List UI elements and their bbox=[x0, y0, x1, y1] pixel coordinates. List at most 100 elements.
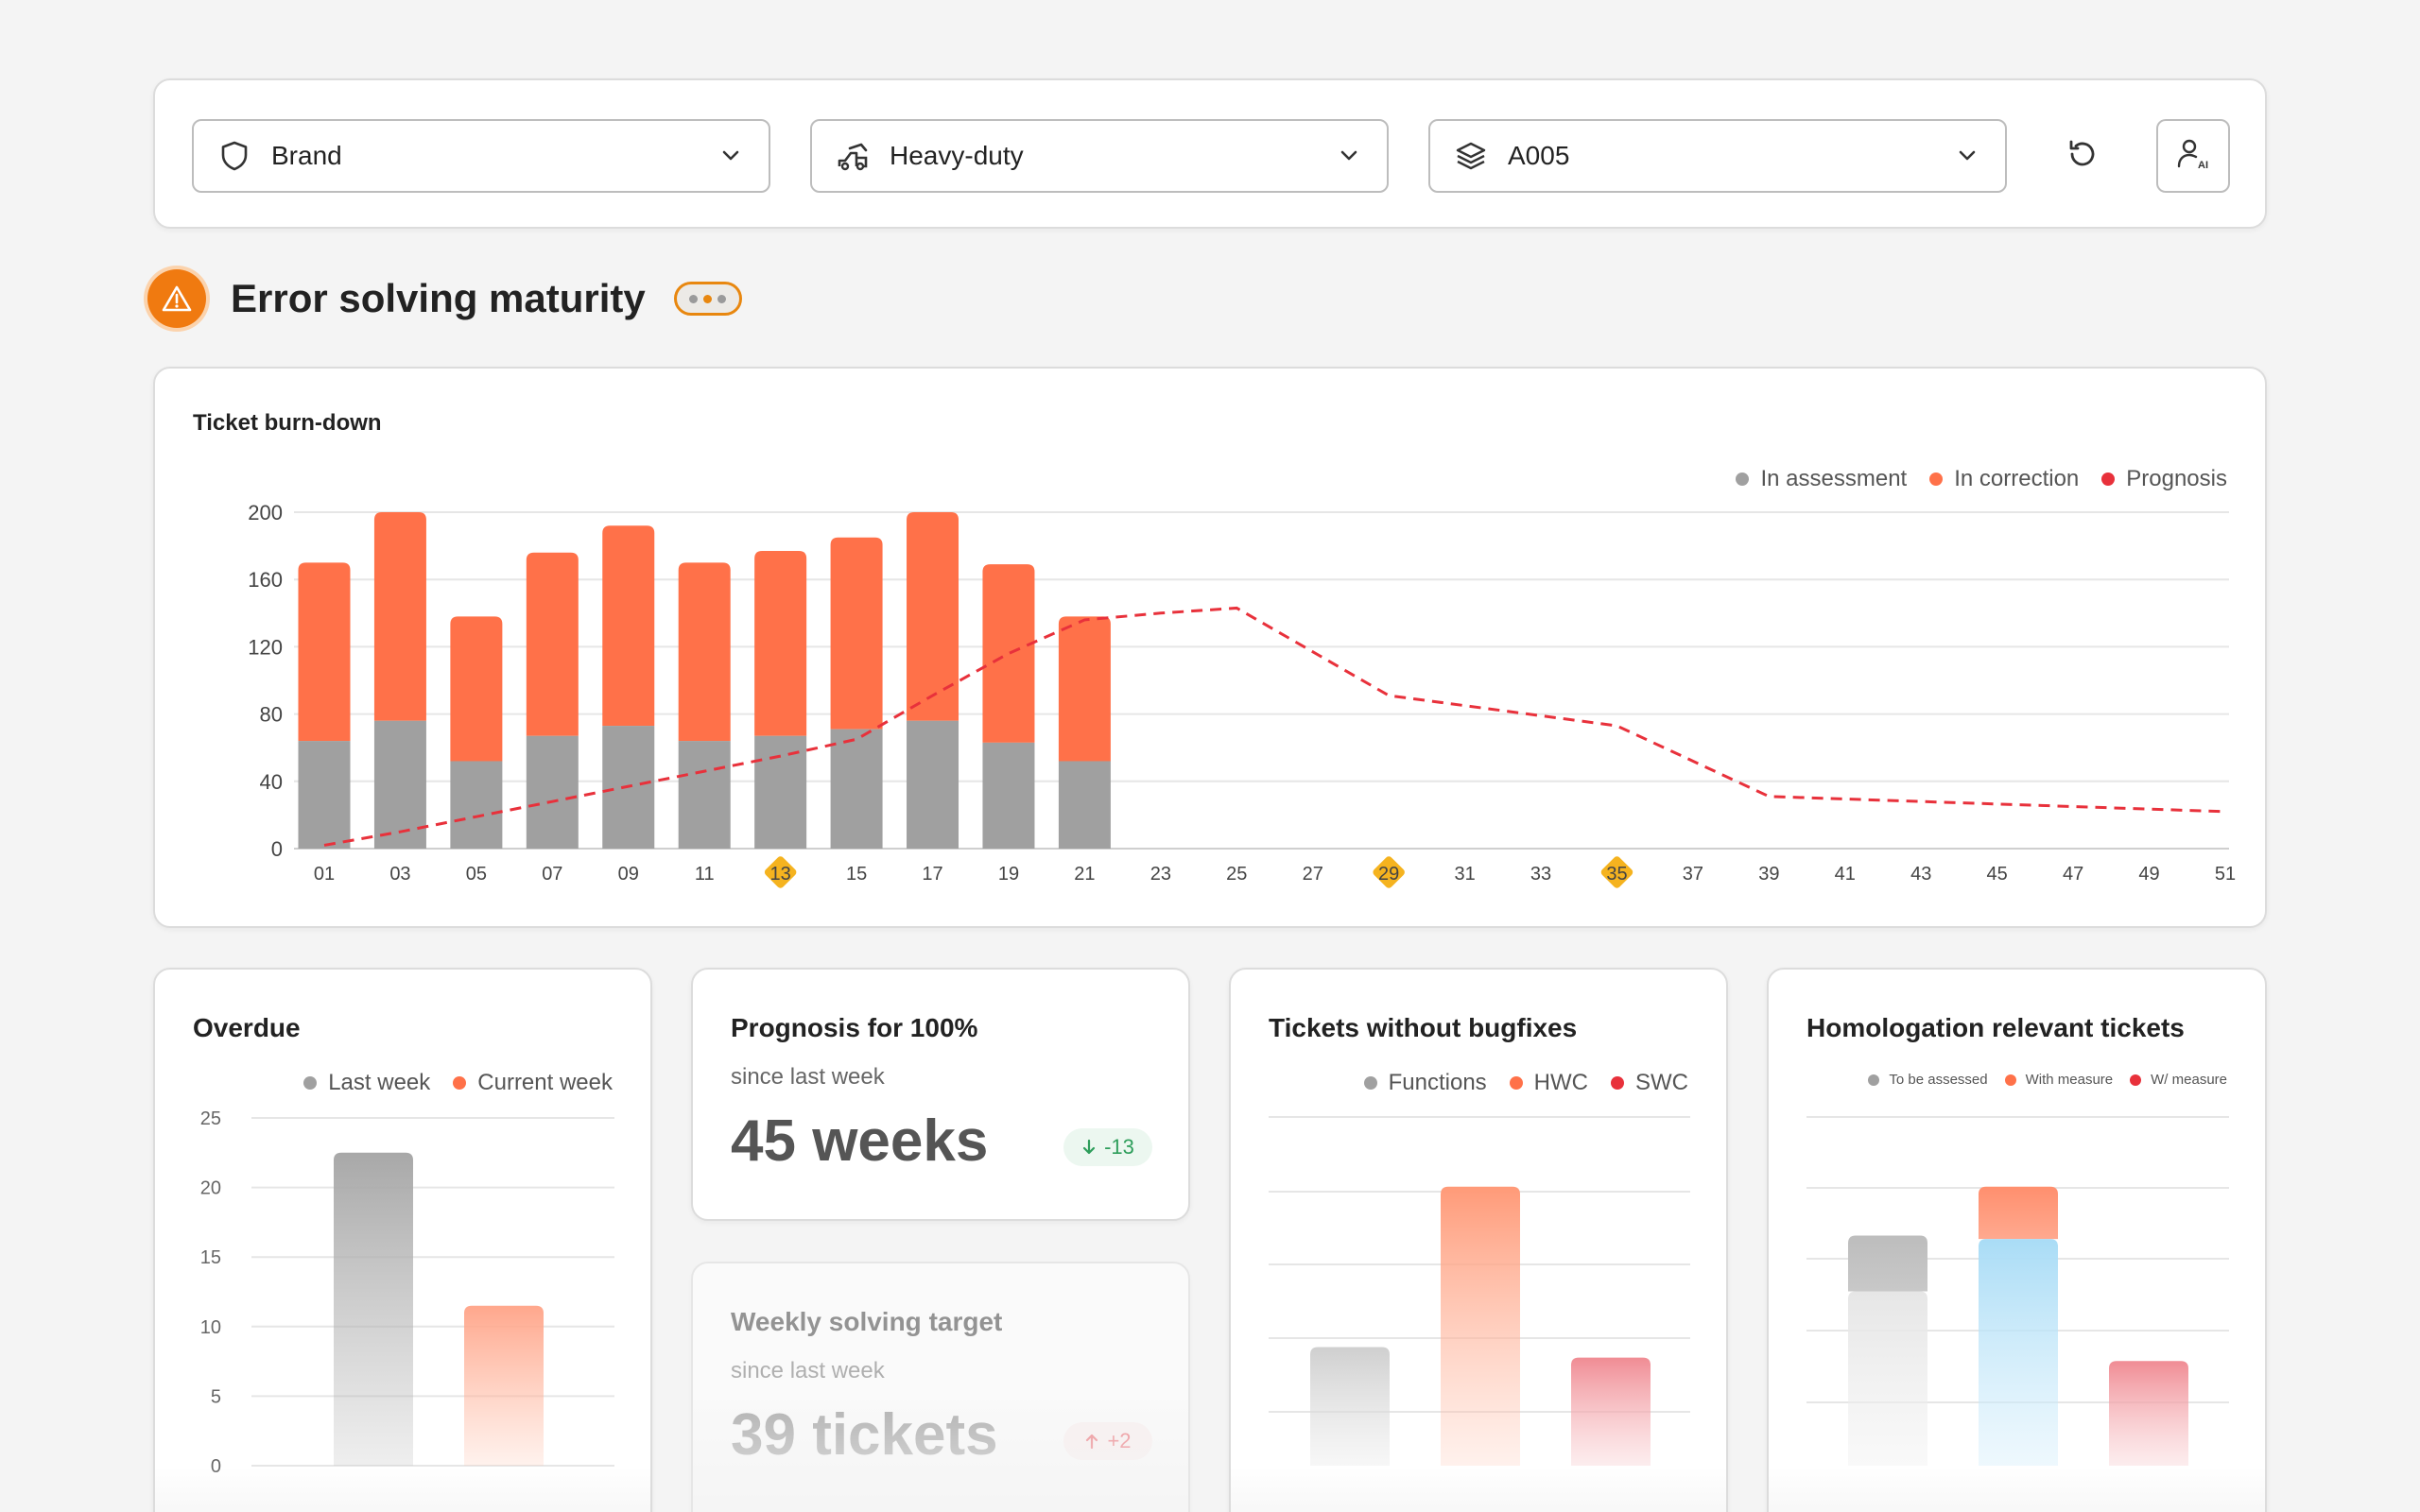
legend-label: With measure bbox=[2025, 1072, 2114, 1088]
homologation-bar-base bbox=[2109, 1361, 2188, 1466]
legend-item-hwc: HWC bbox=[1509, 1070, 1588, 1096]
homologation-legend: To be assessed With measure W/ measure bbox=[1851, 1072, 2227, 1088]
chevron-down-icon bbox=[717, 143, 744, 169]
y-tick-label: 0 bbox=[211, 1456, 221, 1477]
brand-select[interactable]: Brand bbox=[192, 119, 770, 193]
bar-in-correction bbox=[754, 550, 807, 736]
bugfix-bar bbox=[1441, 1186, 1520, 1466]
vehicle-select[interactable]: Heavy-duty bbox=[810, 119, 1389, 193]
bar-in-correction bbox=[982, 564, 1035, 743]
legend-item-w-measure: W/ measure bbox=[2130, 1072, 2227, 1088]
bar-in-assessment bbox=[526, 735, 579, 849]
legend-dot bbox=[1509, 1076, 1523, 1090]
brand-select-value: Brand bbox=[271, 141, 342, 170]
shield-icon bbox=[218, 140, 251, 172]
x-tick-label: 11 bbox=[695, 864, 715, 885]
legend-label: To be assessed bbox=[1889, 1072, 1988, 1088]
y-tick-label: 0 bbox=[271, 837, 283, 861]
bugfix-bar bbox=[1571, 1357, 1651, 1466]
y-tick-label: 10 bbox=[200, 1317, 221, 1338]
arrow-down-icon bbox=[1081, 1139, 1097, 1156]
legend-item-functions: Functions bbox=[1363, 1070, 1487, 1096]
x-tick-label: 03 bbox=[389, 864, 410, 885]
legend-label: In correction bbox=[1954, 466, 2080, 491]
weekly-target-title: Weekly solving target bbox=[731, 1307, 1003, 1336]
legend-label: Current week bbox=[477, 1070, 613, 1095]
section-header: Error solving maturity bbox=[147, 268, 742, 329]
legend-dot bbox=[303, 1076, 318, 1090]
bar-in-assessment bbox=[298, 741, 351, 849]
weekly-target-card: Weekly solving target since last week 39… bbox=[691, 1262, 1190, 1512]
dot-icon bbox=[703, 294, 713, 303]
legend-item-assessment: In assessment bbox=[1736, 466, 1907, 492]
x-tick-label: 49 bbox=[2138, 864, 2159, 885]
bar-in-correction bbox=[678, 562, 731, 742]
prognosis-delta-badge: -13 bbox=[1063, 1128, 1152, 1166]
x-tick-label: 21 bbox=[1074, 864, 1095, 885]
bar-in-assessment bbox=[450, 761, 503, 849]
x-tick-label: 13 bbox=[770, 864, 791, 885]
legend-label: HWC bbox=[1533, 1070, 1588, 1095]
homologation-bar-base bbox=[1979, 1239, 2058, 1466]
bar-in-assessment bbox=[678, 741, 731, 849]
legend-dot bbox=[1929, 472, 1944, 486]
x-tick-label: 39 bbox=[1758, 864, 1779, 885]
bar-in-assessment bbox=[982, 742, 1035, 849]
legend-dot bbox=[2004, 1074, 2016, 1086]
model-select-value: A005 bbox=[1508, 141, 1570, 170]
bar-in-correction bbox=[1058, 616, 1111, 762]
homologation-bar-base bbox=[1848, 1291, 1927, 1466]
arrow-up-icon bbox=[1084, 1433, 1099, 1450]
reset-filters-button[interactable] bbox=[2046, 119, 2119, 193]
bar-in-correction bbox=[907, 512, 959, 721]
prognosis-value: 45 weeks bbox=[731, 1108, 989, 1174]
bar-in-assessment bbox=[907, 720, 959, 849]
homologation-bar-upper bbox=[1848, 1235, 1927, 1292]
chevron-down-icon bbox=[1336, 143, 1362, 169]
chevron-down-icon bbox=[1954, 143, 1980, 169]
legend-item-prognosis: Prognosis bbox=[2101, 466, 2227, 492]
bar-in-correction bbox=[830, 537, 883, 730]
ai-user-icon: AI bbox=[2174, 135, 2212, 178]
filter-bar: Brand Heavy-duty A005 AI bbox=[153, 78, 2267, 229]
legend-label: Last week bbox=[328, 1070, 431, 1095]
x-tick-label: 09 bbox=[618, 864, 639, 885]
weekly-target-value: 39 tickets bbox=[731, 1402, 998, 1468]
prognosis-delta-value: -13 bbox=[1104, 1135, 1134, 1159]
milestone-marker bbox=[764, 856, 797, 888]
bar-in-assessment bbox=[830, 729, 883, 849]
legend-dot bbox=[1363, 1076, 1377, 1090]
legend-item-swc: SWC bbox=[1611, 1070, 1688, 1096]
ai-assistant-button[interactable]: AI bbox=[2156, 119, 2230, 193]
homologation-chart bbox=[1806, 1116, 2229, 1466]
prognosis-title: Prognosis for 100% bbox=[731, 1013, 978, 1042]
bar-in-assessment bbox=[1058, 761, 1111, 849]
bugfixes-card: Tickets without bugfixes Functions HWC S… bbox=[1229, 968, 1728, 1512]
y-tick-label: 80 bbox=[260, 703, 283, 727]
model-select[interactable]: A005 bbox=[1428, 119, 2007, 193]
overdue-bar bbox=[464, 1305, 544, 1466]
prognosis-subtitle: since last week bbox=[731, 1064, 885, 1090]
legend-item-current-week: Current week bbox=[453, 1070, 613, 1096]
x-tick-label: 33 bbox=[1530, 864, 1551, 885]
svg-text:AI: AI bbox=[2198, 160, 2208, 171]
x-tick-label: 07 bbox=[542, 864, 562, 885]
dot-icon bbox=[689, 294, 699, 303]
burndown-card: Ticket burn-down In assessment In correc… bbox=[153, 367, 2267, 928]
legend-dot bbox=[1868, 1074, 1880, 1086]
y-tick-label: 20 bbox=[200, 1178, 221, 1199]
x-tick-label: 37 bbox=[1683, 864, 1703, 885]
x-tick-label: 25 bbox=[1226, 864, 1247, 885]
bar-in-correction bbox=[602, 525, 655, 727]
x-tick-label: 23 bbox=[1150, 864, 1171, 885]
y-tick-label: 25 bbox=[200, 1108, 221, 1129]
legend-dot bbox=[2130, 1074, 2142, 1086]
legend-label: W/ measure bbox=[2151, 1072, 2227, 1088]
bugfixes-title: Tickets without bugfixes bbox=[1269, 1013, 1578, 1042]
dot-icon bbox=[717, 294, 727, 303]
prognosis-line bbox=[323, 606, 2226, 847]
more-options-button[interactable] bbox=[673, 282, 742, 316]
x-tick-label: 45 bbox=[1987, 864, 2008, 885]
bugfixes-chart bbox=[1269, 1116, 1690, 1466]
y-tick-label: 15 bbox=[200, 1247, 221, 1268]
